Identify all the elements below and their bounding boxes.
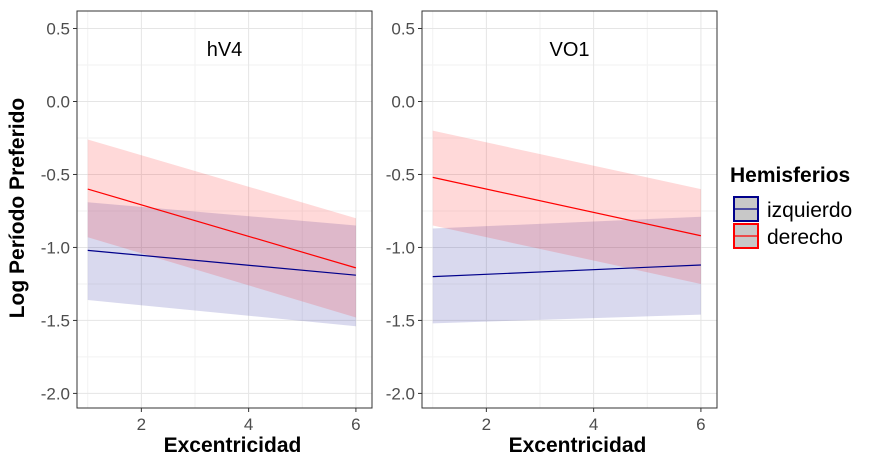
x-tick-label: 6 — [696, 415, 705, 434]
panel-background — [77, 11, 372, 408]
y-tick-label: -0.5 — [386, 165, 415, 184]
line-izquierdo — [87, 249, 356, 276]
y-tick-label: -2.0 — [41, 384, 70, 403]
panel-border — [76, 10, 373, 409]
x-tick-label: 4 — [589, 415, 598, 434]
legend-title: Hemisferios — [730, 164, 850, 187]
legend: Hemisferios izquierdo derecho — [730, 164, 852, 249]
x-tick-label: 2 — [482, 415, 491, 434]
y-axis-title: Log Período Preferido — [6, 98, 29, 319]
facet-title: VO1 — [549, 39, 589, 61]
line-izquierdo — [432, 264, 701, 278]
ribbon-izquierdo — [87, 202, 356, 327]
facet-title: hV4 — [207, 39, 243, 61]
line-derecho — [87, 188, 357, 269]
panel-vo1: VO1 -2.0 -1.5 -1.0 -0.5 0.0 0.5 2 4 6 Excentricida… — [386, 10, 718, 457]
y-tick-label: -1.5 — [386, 311, 415, 330]
panel-border — [421, 10, 718, 409]
y-tick-label: -0.5 — [41, 165, 70, 184]
x-tick-label: 6 — [351, 415, 360, 434]
y-tick-label: 0.0 — [46, 92, 70, 111]
y-tick-label: -1.0 — [41, 238, 70, 257]
legend-label-derecho: derecho — [767, 226, 843, 249]
y-tick-label: -1.0 — [386, 238, 415, 257]
x-axis-title: Excentricidad — [164, 434, 302, 457]
panel-background — [422, 11, 717, 408]
legend-label-izquierdo: izquierdo — [767, 199, 852, 222]
y-tick-label: 0.5 — [391, 20, 415, 39]
x-tick-label: 2 — [137, 415, 146, 434]
y-tick-label: -2.0 — [386, 384, 415, 403]
y-tick-label: 0.0 — [391, 92, 415, 111]
ribbon-derecho — [432, 130, 701, 284]
ribbon-izquierdo — [432, 216, 701, 324]
line-derecho — [432, 176, 702, 237]
panel-hv4: hV4 -2.0 -1.5 -1.0 -0.5 0.0 0.5 2 4 6 Excentricida… — [41, 10, 373, 457]
y-tick-label: -1.5 — [41, 311, 70, 330]
x-tick-label: 4 — [244, 415, 253, 434]
y-tick-label: 0.5 — [46, 20, 70, 39]
x-axis-title: Excentricidad — [509, 434, 647, 457]
